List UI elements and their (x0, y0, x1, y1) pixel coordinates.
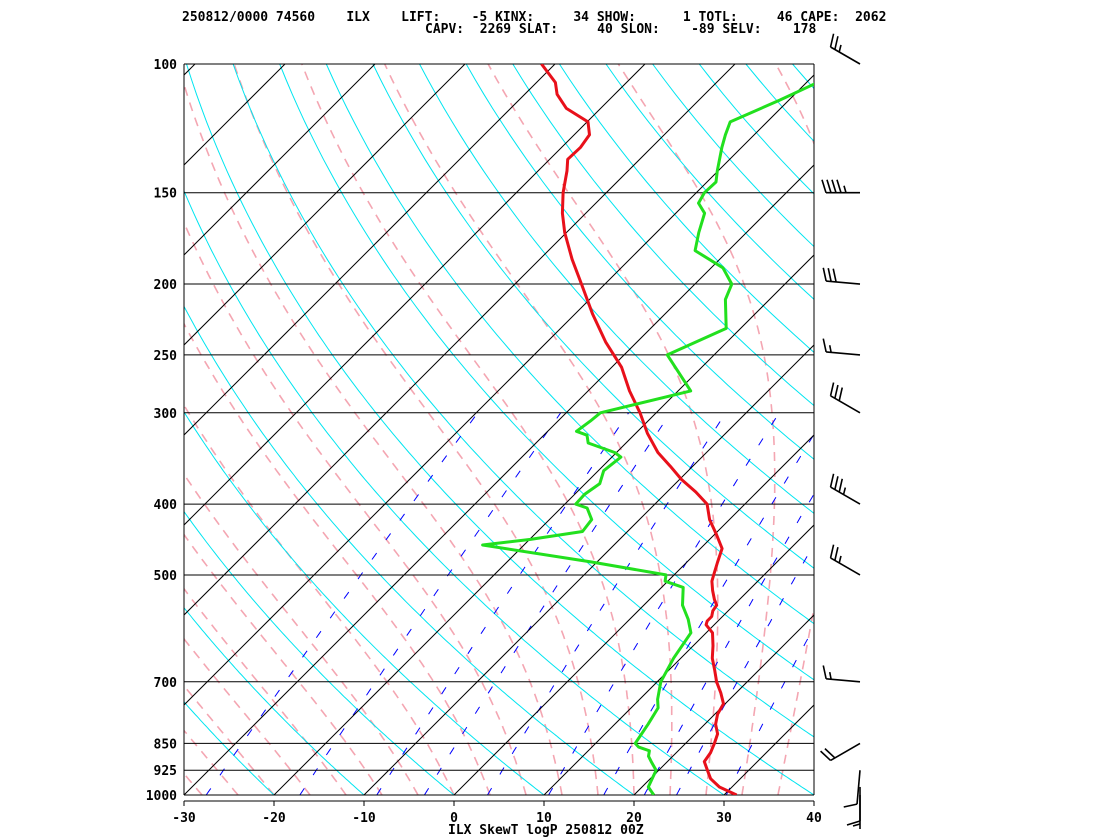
temperature-tick-label: 40 (806, 811, 822, 826)
wind-barb (846, 786, 861, 826)
temperature-axis-labels: -30 -20 -10 0 10 20 30 40 (172, 811, 822, 826)
pressure-tick-label: 300 (154, 407, 178, 422)
dry-adiabat-line (652, 64, 814, 248)
dry-adiabat-line (558, 64, 814, 354)
temperature-profile-line (540, 64, 738, 795)
wind-barb (820, 742, 861, 762)
wind-barb (822, 267, 861, 285)
dewpoint-profile-line (481, 82, 814, 795)
pressure-tick-label: 400 (154, 498, 178, 513)
temperature-tick-label: 30 (716, 811, 732, 826)
dry-adiabat-line (839, 64, 1120, 795)
wind-barb (821, 179, 860, 194)
moist-adiabat-line (184, 322, 491, 795)
wind-barb (852, 795, 861, 829)
isotherm-line (453, 434, 814, 795)
isotherm-line (184, 64, 466, 346)
pressure-tick-label: 250 (154, 349, 178, 364)
pressure-tick-label: 1000 (146, 789, 177, 804)
moist-adiabat-line (184, 729, 239, 795)
dry-adiabat-line (184, 189, 725, 795)
pressure-tick-label: 200 (154, 278, 178, 293)
temperature-tick-label: 10 (536, 811, 552, 826)
dry-adiabat-line (184, 411, 545, 795)
wind-barb (822, 665, 861, 683)
isotherm-line (0, 64, 15, 795)
moist-adiabat-line (0, 64, 130, 795)
pressure-tick-label: 500 (154, 569, 178, 584)
isotherm-line (184, 64, 286, 166)
pressure-tick-label: 850 (154, 737, 178, 752)
isobars (184, 63, 814, 796)
wind-barb (829, 473, 861, 505)
temperature-tick-label: -30 (172, 811, 196, 826)
sounding-profiles (481, 64, 814, 795)
plot-frame (183, 64, 815, 806)
wind-barb (843, 770, 861, 808)
wind-barb (822, 338, 861, 356)
isotherms (0, 64, 814, 795)
isotherm-line (363, 344, 814, 795)
moist-adiabat-line (775, 64, 814, 795)
dry-adiabat-line (605, 64, 814, 300)
pressure-tick-label: 100 (154, 58, 178, 73)
dry-adiabat-line (184, 701, 275, 795)
isotherm-line (813, 794, 814, 795)
pressure-tick-label: 700 (154, 676, 178, 691)
dry-adiabat-line (745, 64, 814, 142)
isotherm-line (0, 64, 105, 795)
isotherm-line (184, 64, 646, 526)
moist-adiabat-line (184, 472, 419, 795)
wind-barbs (820, 33, 861, 829)
mixing-ratio-line (205, 412, 479, 795)
mixing-ratio-line (376, 412, 630, 795)
isotherm-line (543, 524, 814, 795)
temperature-tick-label: -10 (352, 811, 376, 826)
moist-adiabat-line (0, 64, 94, 795)
wind-barb (829, 544, 861, 576)
wind-barb (829, 382, 861, 414)
moist-adiabat-line (0, 64, 166, 795)
dry-adiabat-line (698, 64, 814, 195)
moist-adiabat-line (184, 403, 455, 795)
isotherm-line (184, 64, 736, 616)
moist-adiabat-line (383, 64, 673, 795)
mixing-ratio-line (423, 412, 671, 795)
mixing-ratio-line (643, 493, 814, 795)
isotherm-line (184, 64, 376, 256)
dry-adiabat-line (279, 64, 814, 681)
temperature-tick-label: 20 (626, 811, 642, 826)
mixing-ratio-lines (205, 412, 814, 795)
moist-adiabat-line (617, 64, 776, 795)
moist-adiabat-line (184, 684, 275, 795)
mixing-ratio-line (676, 543, 814, 795)
pressure-axis-labels: 100 150 200 250 300 400 500 700 850 925 1000 (146, 58, 177, 804)
sounding-indices-line-2: CAPV: 2269 SLAT: 40 SLON: -89 SELV: 178 (425, 22, 817, 37)
mixing-ratio-line (725, 626, 814, 795)
isotherm-line (184, 164, 814, 795)
pressure-tick-label: 925 (154, 764, 177, 779)
dry-adiabat-line (186, 64, 814, 795)
sounding-indices-line-1: 250812/0000 74560 ILX LIFT: -5 KINX: 34 … (182, 10, 887, 25)
dry-adiabat-line (512, 64, 814, 407)
isotherm-line (633, 614, 814, 795)
moist-adiabat-line (233, 64, 599, 795)
dry-adiabat-line (232, 64, 814, 738)
isotherm-line (184, 64, 556, 436)
mixing-ratio-line (299, 412, 562, 795)
pressure-tick-label: 150 (154, 187, 178, 202)
dry-adiabat-line (792, 64, 814, 90)
mixing-ratio-line (548, 412, 780, 795)
temperature-tick-label: -20 (262, 811, 286, 826)
wind-barb (829, 33, 861, 65)
dry-adiabat-line (419, 64, 814, 515)
isotherm-line (184, 74, 814, 706)
chart-footer: ILX SkewT logP 250812 00Z (448, 823, 644, 838)
temperature-tick-label: 0 (450, 811, 458, 826)
dry-adiabat-line (184, 607, 365, 795)
isotherm-line (273, 254, 814, 795)
dry-adiabat-line (184, 510, 455, 795)
